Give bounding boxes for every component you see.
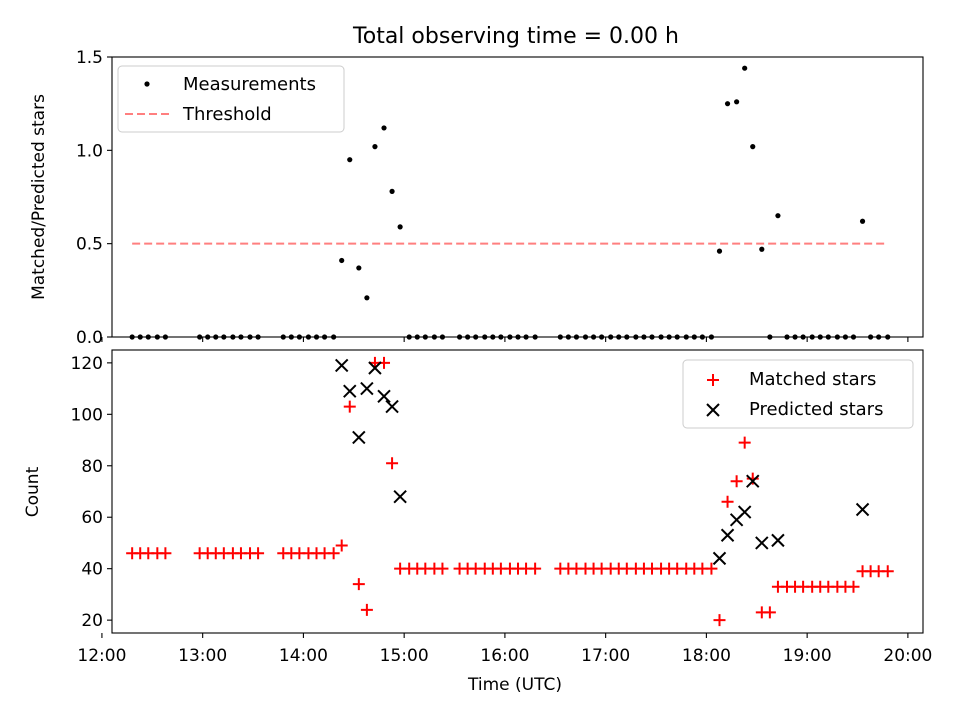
- matched-star-point: [705, 562, 718, 575]
- legend-threshold-label: Threshold: [182, 104, 272, 125]
- bottom-legend: Matched stars Predicted stars: [682, 359, 914, 429]
- bottom-xtick-label: 18:00: [682, 646, 731, 666]
- legend-measurements-label: Measurements: [183, 74, 316, 95]
- predicted-star-point: [855, 502, 870, 517]
- predicted-star-point: [368, 361, 382, 375]
- legend-matched-label: Matched stars: [749, 369, 876, 390]
- top-panel-yticks: 0.0 0.5 1.0 1.5: [76, 48, 112, 348]
- measurement-point: [750, 144, 756, 150]
- top-panel-frame: [111, 56, 924, 338]
- bottom-panel-ylabel: Count: [23, 466, 43, 517]
- top-ytick-label: 0.5: [76, 235, 103, 255]
- predicted-star-point: [393, 489, 407, 504]
- top-ytick-label: 1.5: [76, 48, 103, 68]
- bottom-panel-frame: [111, 349, 924, 634]
- bottom-ytick-label: 100: [71, 405, 103, 425]
- matched-star-point: [730, 475, 743, 488]
- top-panel: 0.0 0.5 1.0 1.5 Matched/Predicted stars Mea…: [29, 48, 924, 348]
- bottom-panel-marks: [126, 356, 894, 627]
- predicted-star-point: [385, 399, 399, 414]
- bottom-xtick-label: 16:00: [480, 646, 529, 666]
- measurement-point: [347, 157, 353, 163]
- matched-star-point: [343, 400, 356, 413]
- top-panel-xticks: [101, 337, 909, 342]
- top-legend-box: [117, 65, 345, 133]
- legend-predicted-marker: [706, 403, 720, 417]
- bottom-xtick-label: 13:00: [178, 646, 227, 666]
- measurement-point: [397, 224, 403, 230]
- predicted-star-point: [771, 533, 785, 548]
- bottom-xtick-label: 14:00: [279, 646, 328, 666]
- bottom-xtick-label: 17:00: [581, 646, 630, 666]
- bottom-ytick-label: 40: [81, 560, 103, 580]
- measurement-point: [742, 65, 748, 71]
- bottom-series-predicted-stars: [334, 358, 870, 566]
- matched-star-point: [335, 539, 348, 552]
- matched-star-point: [847, 580, 860, 593]
- predicted-star-point: [712, 551, 727, 566]
- predicted-star-point: [755, 536, 769, 550]
- matched-star-point: [738, 436, 751, 449]
- predicted-star-point: [720, 528, 735, 542]
- bottom-series-matched-stars: [126, 356, 894, 627]
- legend-predicted-label: Predicted stars: [749, 399, 883, 420]
- top-ytick-label: 1.0: [76, 141, 103, 161]
- predicted-star-point: [334, 358, 349, 373]
- predicted-star-point: [352, 430, 366, 445]
- matched-star-point: [721, 495, 734, 508]
- measurement-point: [759, 246, 765, 252]
- predicted-star-point: [360, 381, 374, 396]
- bottom-ytick-label: 20: [81, 611, 103, 631]
- bottom-legend-box: [682, 359, 914, 429]
- bottom-xtick-label: 20:00: [883, 646, 932, 666]
- matched-star-point: [529, 562, 542, 575]
- measurement-point: [372, 144, 378, 150]
- bottom-panel: 20 40 60 80 100 120 12:00 13:00 14:00 15:00 16:00…: [23, 349, 932, 695]
- predicted-star-point: [377, 389, 391, 404]
- bottom-ytick-label: 120: [71, 354, 103, 374]
- chart-title: Total observing time = 0.00 h: [352, 24, 679, 49]
- top-legend: Measurements Threshold: [117, 65, 345, 133]
- bottom-ytick-label: 60: [81, 508, 103, 528]
- matched-star-point: [436, 562, 449, 575]
- measurement-point: [389, 188, 395, 194]
- matched-star-point: [252, 547, 265, 560]
- matched-star-point: [159, 547, 172, 560]
- measurement-point: [716, 248, 723, 254]
- bottom-xtick-label: 15:00: [380, 646, 429, 666]
- matched-star-point: [713, 614, 726, 627]
- measurement-point: [734, 99, 740, 105]
- predicted-star-point: [746, 474, 760, 488]
- bottom-xtick-label: 19:00: [783, 646, 832, 666]
- bottom-panel-yticks: 20 40 60 80 100 120: [71, 354, 112, 631]
- measurement-point: [339, 257, 345, 264]
- bottom-xtick-label: 12:00: [77, 646, 126, 666]
- measurement-point: [364, 295, 370, 301]
- matched-star-point: [352, 578, 365, 591]
- bottom-panel-xticks: 12:00 13:00 14:00 15:00 16:00 17:00 18:00 19:00…: [77, 633, 932, 666]
- bottom-ytick-label: 80: [81, 457, 103, 477]
- matched-star-point: [881, 565, 894, 578]
- measurement-point: [724, 101, 731, 107]
- predicted-star-point: [343, 384, 357, 398]
- matched-star-point: [327, 547, 340, 560]
- matched-star-point: [746, 472, 759, 485]
- top-ytick-label: 0.0: [76, 328, 103, 348]
- top-panel-ylabel: Matched/Predicted stars: [29, 94, 49, 300]
- matched-star-point: [763, 606, 776, 619]
- legend-matched-marker: [707, 374, 719, 386]
- matched-star-point: [386, 457, 399, 470]
- predicted-star-point: [737, 505, 752, 519]
- legend-measurements-marker: [144, 81, 150, 87]
- x-axis-label: Time (UTC): [467, 675, 562, 695]
- measurement-point: [381, 125, 387, 131]
- measurement-point: [356, 265, 362, 271]
- measurement-point: [859, 218, 866, 224]
- measurement-point: [775, 213, 781, 219]
- matched-star-point: [360, 603, 373, 616]
